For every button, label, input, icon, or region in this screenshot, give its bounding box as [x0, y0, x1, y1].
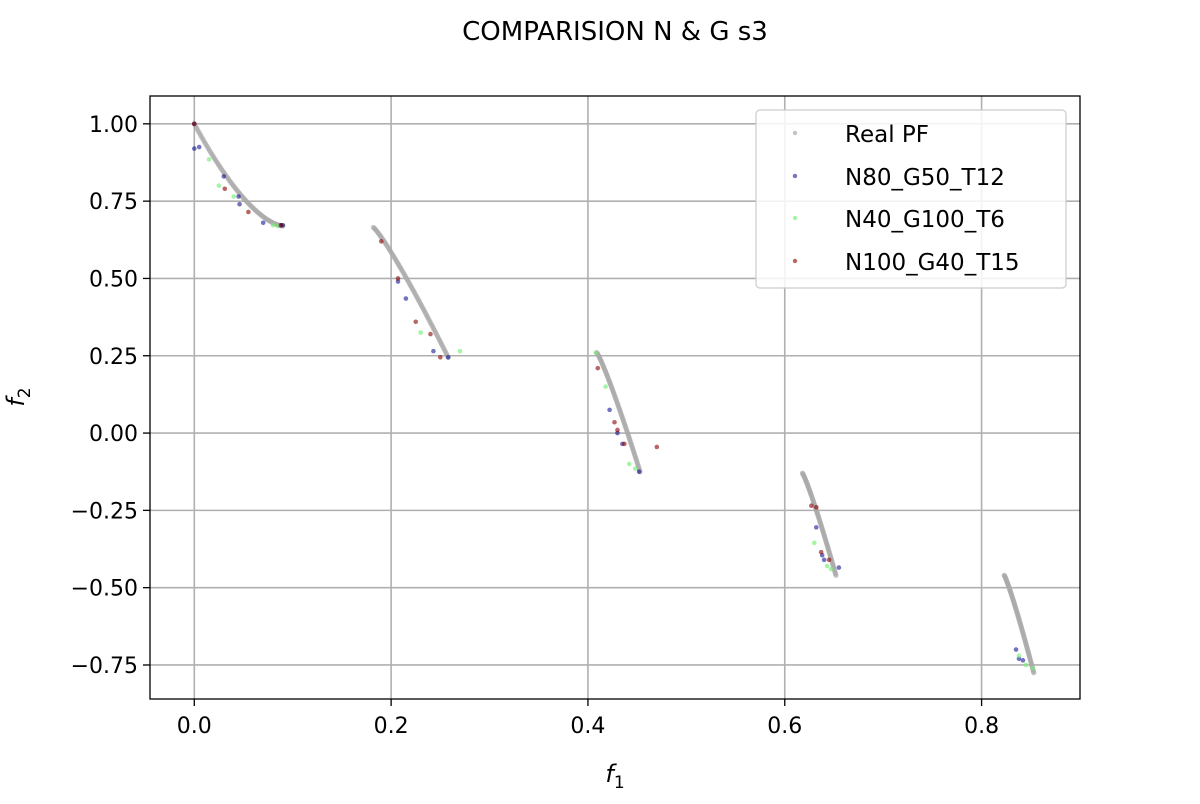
y-tick-label: −0.75 [71, 654, 138, 679]
data-point-n80-g50-t12 [221, 174, 227, 179]
data-point-n100-g40-t15 [395, 276, 401, 281]
y-axis-label: f2 [2, 387, 35, 406]
legend-marker-n80-g50-t12 [792, 173, 798, 179]
data-point-n100-g40-t15 [612, 419, 617, 425]
data-point-n80-g50-t12 [445, 355, 451, 360]
x-axis-label-sub: 1 [614, 773, 625, 793]
data-point-n80-g50-t12 [431, 348, 436, 354]
x-tick-label: 0.6 [767, 714, 802, 739]
data-point-n80-g50-t12 [1013, 647, 1019, 652]
y-tick-label: 1.00 [89, 113, 138, 138]
data-point-n100-g40-t15 [622, 441, 627, 447]
data-point-n40-g100-t6 [824, 563, 830, 569]
data-point-n40-g100-t6 [593, 350, 599, 355]
data-point-n40-g100-t6 [457, 348, 463, 354]
legend-marker-real-pf [792, 130, 798, 136]
data-point-n40-g100-t6 [1023, 662, 1029, 668]
data-point-n80-g50-t12 [813, 525, 819, 530]
data-point-n100-g40-t15 [438, 355, 443, 360]
data-point-n40-g100-t6 [603, 384, 608, 389]
data-point-n100-g40-t15 [615, 427, 620, 433]
data-point-n40-g100-t6 [1016, 653, 1022, 659]
x-axis-label: f1 [605, 760, 624, 793]
x-tick-label: 0.0 [177, 714, 212, 739]
y-tick-label: 0.75 [89, 190, 138, 215]
data-point-n80-g50-t12 [196, 144, 202, 150]
legend-box [755, 109, 1067, 289]
data-point-n100-g40-t15 [191, 121, 197, 127]
data-point-n80-g50-t12 [607, 407, 612, 413]
legend-label-n80-g50-t12: N80_G50_T12 [845, 165, 1005, 191]
x-tick-label: 0.8 [964, 714, 999, 739]
data-point-n80-g50-t12 [260, 220, 266, 226]
data-point-n100-g40-t15 [222, 186, 228, 192]
plot-data [191, 121, 1037, 676]
axis-ticks: 0.0 0.2 0.4 0.6 0.8 −0.75 −0.50 −0.25 0.00 0.25 0.… [71, 113, 1000, 739]
data-point-n100-g40-t15 [378, 239, 384, 244]
data-point-n40-g100-t6 [626, 461, 632, 467]
data-point-n100-g40-t15 [813, 504, 819, 510]
legend-label-n40-g100-t6: N40_G100_T6 [845, 207, 1005, 233]
data-point-n40-g100-t6 [206, 157, 212, 162]
data-point-n80-g50-t12 [191, 146, 197, 151]
x-tick-label: 0.4 [570, 714, 605, 739]
legend-marker-n100-g40-t15 [792, 258, 798, 264]
data-point-n100-g40-t15 [413, 319, 419, 325]
y-tick-label: 0.50 [89, 267, 138, 292]
data-point-n100-g40-t15 [246, 209, 251, 215]
data-point-n80-g50-t12 [836, 565, 842, 570]
x-tick-label: 0.2 [374, 714, 409, 739]
data-point-n40-g100-t6 [811, 540, 817, 546]
data-point-real-pf [833, 572, 839, 578]
data-point-n80-g50-t12 [821, 557, 827, 563]
data-point-n80-g50-t12 [636, 469, 642, 475]
data-point-n100-g40-t15 [428, 331, 433, 337]
y-tick-label: −0.50 [71, 577, 138, 602]
legend: Real PF N80_G50_T12 N40_G100_T6 N100_G40… [755, 109, 1067, 289]
data-point-n100-g40-t15 [654, 444, 660, 450]
data-point-n100-g40-t15 [278, 222, 284, 228]
data-point-n80-g50-t12 [403, 296, 409, 301]
y-tick-label: −0.25 [71, 499, 138, 524]
data-point-real-pf [1031, 670, 1037, 676]
data-point-n40-g100-t6 [270, 222, 276, 228]
data-point-n40-g100-t6 [231, 194, 236, 199]
plot-frame [149, 95, 1081, 700]
legend-label-real-pf: Real PF [845, 122, 929, 148]
data-point-n40-g100-t6 [216, 183, 222, 188]
data-point-n40-g100-t6 [418, 330, 423, 335]
legend-label-n100-g40-t15: N100_G40_T15 [845, 250, 1020, 276]
data-point-n40-g100-t6 [828, 566, 834, 572]
data-point-n100-g40-t15 [818, 549, 824, 555]
data-point-n80-g50-t12 [237, 201, 242, 207]
y-axis-label-sub: 2 [15, 387, 35, 398]
data-point-n40-g100-t6 [1030, 665, 1036, 671]
data-point-n80-g50-t12 [236, 194, 241, 199]
data-point-n100-g40-t15 [809, 503, 814, 509]
data-point-n40-g100-t6 [632, 466, 638, 471]
legend-marker-n40-g100-t6 [792, 215, 798, 221]
data-point-n100-g40-t15 [826, 557, 832, 563]
chart-title: COMPARISION N & G s3 [462, 17, 768, 47]
data-point-n80-g50-t12 [1020, 658, 1026, 663]
y-tick-label: 0.25 [89, 345, 138, 370]
data-point-n100-g40-t15 [595, 365, 601, 371]
y-tick-label: 0.00 [89, 422, 138, 447]
